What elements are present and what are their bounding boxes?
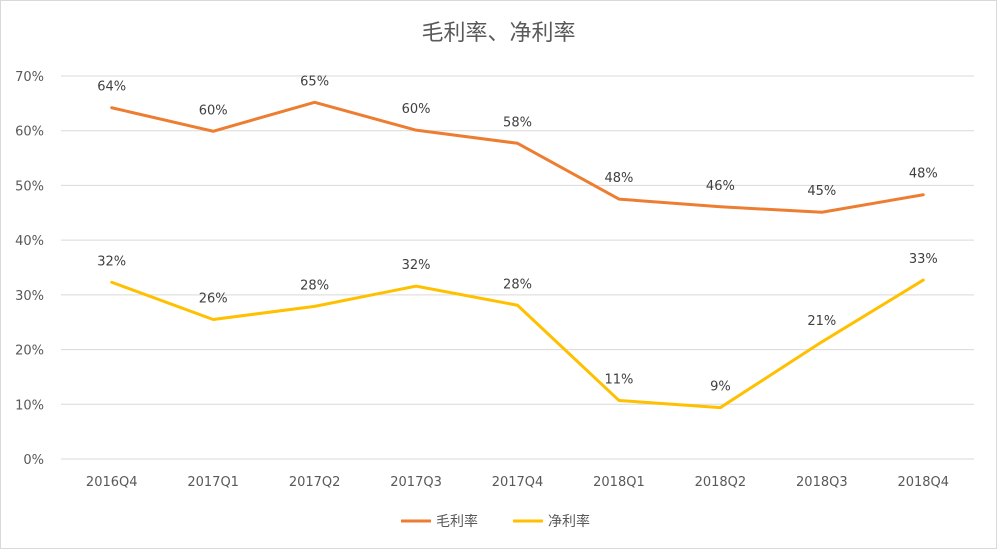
data-label: 9% [710, 380, 731, 395]
series-line-1 [110, 100, 925, 214]
x-axis-ticks: 2016Q4 2017Q1 2017Q2 2017Q3 2017Q4 2018Q1 2018… [86, 475, 949, 490]
x-tick-label: 2016Q4 [86, 475, 138, 490]
x-tick-label: 2018Q2 [695, 475, 747, 490]
x-tick-label: 2017Q2 [289, 475, 341, 490]
y-tick-label: 70% [15, 70, 44, 85]
y-tick-label: 0% [23, 453, 44, 468]
gridlines [61, 75, 974, 460]
data-label: 48% [604, 171, 633, 186]
legend-entry: 净利率 [548, 513, 590, 530]
y-tick-label: 40% [15, 234, 44, 249]
data-label: 32% [402, 258, 431, 273]
data-label: 26% [199, 291, 228, 306]
chart-title: 毛利率、净利率 [421, 21, 576, 46]
data-label: 46% [706, 179, 735, 194]
data-label: 60% [199, 103, 228, 118]
x-tick-label: 2017Q3 [390, 475, 442, 490]
series-lines [110, 100, 925, 410]
y-tick-label: 50% [15, 179, 44, 194]
data-label: 58% [503, 115, 532, 130]
legend-entry: 毛利率 [436, 513, 478, 530]
y-tick-label: 30% [15, 289, 44, 304]
y-axis-ticks: 0% 10% 20% 30% 40% 50% 60% 70% [15, 70, 44, 468]
data-label: 45% [807, 184, 836, 199]
y-tick-label: 10% [15, 398, 44, 413]
legend: 毛利率 净利率 [401, 513, 590, 530]
x-tick-label: 2017Q1 [187, 475, 239, 490]
data-label: 21% [807, 314, 836, 329]
data-label: 48% [909, 167, 938, 182]
data-label: 60% [402, 102, 431, 117]
data-label: 11% [604, 372, 633, 387]
x-tick-label: 2018Q3 [796, 475, 848, 490]
data-label: 32% [97, 254, 126, 269]
data-label: 28% [300, 278, 329, 293]
x-tick-label: 2018Q4 [897, 475, 949, 490]
series-line-2 [110, 278, 925, 410]
data-label: 28% [503, 277, 532, 292]
data-label: 65% [300, 74, 329, 89]
x-tick-label: 2017Q4 [492, 475, 544, 490]
data-labels: 64% 60% 65% 60% 58% 48% 46% 45% 48% 32% 26% 28% 32% 2… [97, 74, 937, 394]
x-tick-label: 2018Q1 [593, 475, 645, 490]
y-tick-label: 20% [15, 344, 44, 359]
y-tick-label: 60% [15, 125, 44, 140]
data-label: 64% [97, 80, 126, 95]
data-label: 33% [909, 252, 938, 267]
